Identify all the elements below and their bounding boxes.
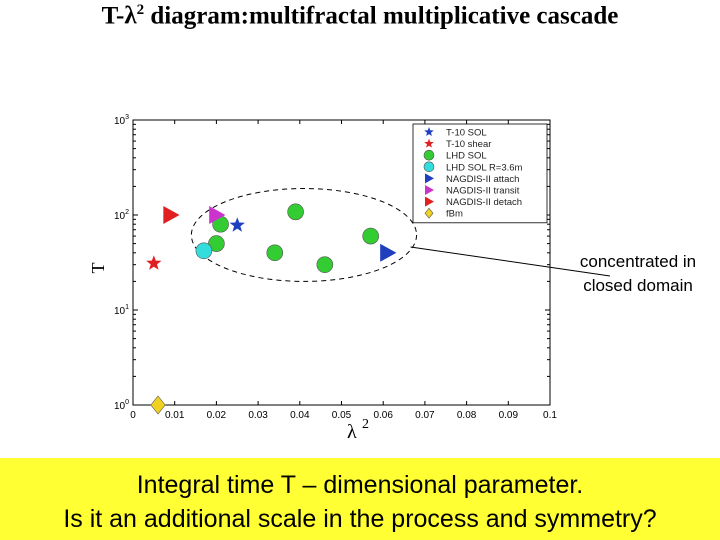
x-tick-label: 0.03 <box>248 410 268 421</box>
y-tick-label: 100 <box>114 399 129 412</box>
y-tick-label: 102 <box>114 209 129 222</box>
slide-title: T-λ2 diagram:multifractal multiplicative… <box>0 2 720 30</box>
legend-label-3: LHD SOL R=3.6m <box>446 162 523 173</box>
x-tick-label: 0.07 <box>415 410 435 421</box>
legend-label-2: LHD SOL <box>446 151 487 162</box>
legend-marker-1 <box>424 138 434 148</box>
bottom-banner: Integral time T – dimensional parameter.… <box>0 458 720 540</box>
data-point-series-4 <box>380 243 397 262</box>
title-text: diagram:multifractal multiplicative casc… <box>144 2 619 30</box>
legend-marker-2 <box>423 149 435 161</box>
legend-marker-3 <box>423 161 435 173</box>
data-point-series-6 <box>163 206 180 224</box>
data-point-series-2 <box>362 227 379 245</box>
x-axis-label-superscript: 2 <box>362 417 369 432</box>
x-tick-label: 0.09 <box>499 410 519 421</box>
y-tick-label: 103 <box>114 114 129 127</box>
data-point-series-3 <box>195 242 213 260</box>
data-point-series-2 <box>287 203 304 221</box>
legend-label-0: T-10 SOL <box>446 128 487 139</box>
x-tick-label: 0.01 <box>165 410 185 421</box>
data-points <box>146 188 611 415</box>
legend-label-7: fBm <box>446 209 463 220</box>
data-point-series-2 <box>208 235 225 252</box>
annotation-line-2: closed domain <box>583 276 693 295</box>
data-point-series-1 <box>146 255 162 270</box>
x-tick-label: 0 <box>130 410 136 421</box>
legend-label-6: NAGDIS-II detach <box>446 197 522 208</box>
x-tick-label: 0.08 <box>457 410 477 421</box>
x-axis-label: λ <box>347 421 357 443</box>
legend-box <box>412 123 548 224</box>
data-point-series-2 <box>266 244 284 262</box>
x-tick-label: 0.1 <box>543 410 557 421</box>
data-point-series-7 <box>150 395 166 415</box>
legend-marker-0 <box>424 127 434 136</box>
banner-line-2: Is it an additional scale in the process… <box>63 505 657 533</box>
banner-line-1: Integral time T – dimensional parameter. <box>136 471 584 499</box>
legend-label-4: NAGDIS-II attach <box>446 174 519 185</box>
legend-marker-5 <box>425 185 434 195</box>
closed-domain-ellipse <box>190 188 418 282</box>
title-superscript: 2 <box>136 2 145 18</box>
annotation-callout: concentrated in closed domain <box>560 250 716 298</box>
data-point-series-2 <box>316 256 334 273</box>
x-tick-label: 0.02 <box>207 410 227 421</box>
legend-label-5: NAGDIS-II transit <box>446 186 520 197</box>
data-point-series-5 <box>209 206 226 224</box>
x-tick-label: 0.06 <box>373 410 393 421</box>
x-tick-label: 0.04 <box>290 410 310 421</box>
legend-marker-4 <box>425 173 434 184</box>
y-axis-label: T <box>88 263 108 274</box>
callout-line <box>410 246 611 277</box>
legend-marker-6 <box>425 196 434 207</box>
data-point-series-0 <box>229 217 245 232</box>
axes: 0 0.01 0.02 0.03 0.04 0.05 0.06 0.07 0.08 0.09 0.1… <box>88 114 557 443</box>
legend-marker-7 <box>424 207 434 219</box>
title-lambda: λ <box>124 2 137 30</box>
y-tick-label: 101 <box>114 304 129 317</box>
annotation-line-1: concentrated in <box>579 252 697 271</box>
title-prefix: T- <box>101 2 125 30</box>
x-tick-label: 0.05 <box>332 410 352 421</box>
legend-label-1: T-10 shear <box>446 139 491 150</box>
